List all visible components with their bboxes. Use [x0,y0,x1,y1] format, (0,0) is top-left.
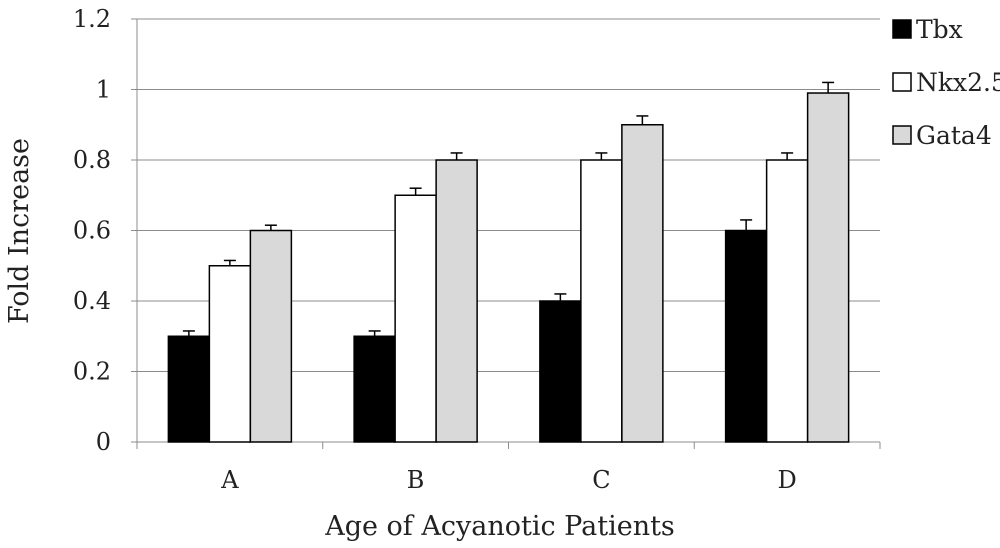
y-tick-label: 0.8 [73,146,111,174]
x-tick-label: D [778,466,797,494]
y-tick-label: 0.6 [73,217,111,245]
bar [806,92,850,443]
y-tick-label: 0.2 [73,358,111,386]
x-tick-label: C [592,466,610,494]
legend-swatch [892,125,912,145]
bars [167,81,850,443]
legend-label: Gata4 [916,121,992,150]
legend-swatch [892,72,912,92]
y-tick-label: 0 [96,428,111,456]
y-tick-label: 1 [96,76,111,104]
bar [167,335,211,443]
tick-labels: 0 0.2 0.4 0.6 0.8 1 1.2 A B C D [73,5,797,494]
bar [580,159,623,443]
bar [353,335,396,443]
legend-label: Tbx [916,15,963,44]
bar [539,300,582,443]
bar [208,265,252,443]
legend-swatch [892,19,912,39]
bar [621,124,664,443]
x-tick-label: B [407,466,425,494]
legend-label: Nkx2.5 [916,68,1000,97]
bar [394,194,437,443]
y-tick-label: 0.4 [73,287,111,315]
legend: Tbx Nkx2.5 Gata4 [892,15,1000,150]
bar [249,229,293,443]
bar [765,159,809,443]
y-axis-title: Fold Increase [4,138,35,324]
x-tick-label: A [220,466,239,494]
y-tick-label: 1.2 [73,5,111,33]
bar [435,159,478,443]
x-axis-title: Age of Acyanotic Patients [324,511,675,542]
bar [724,229,768,443]
